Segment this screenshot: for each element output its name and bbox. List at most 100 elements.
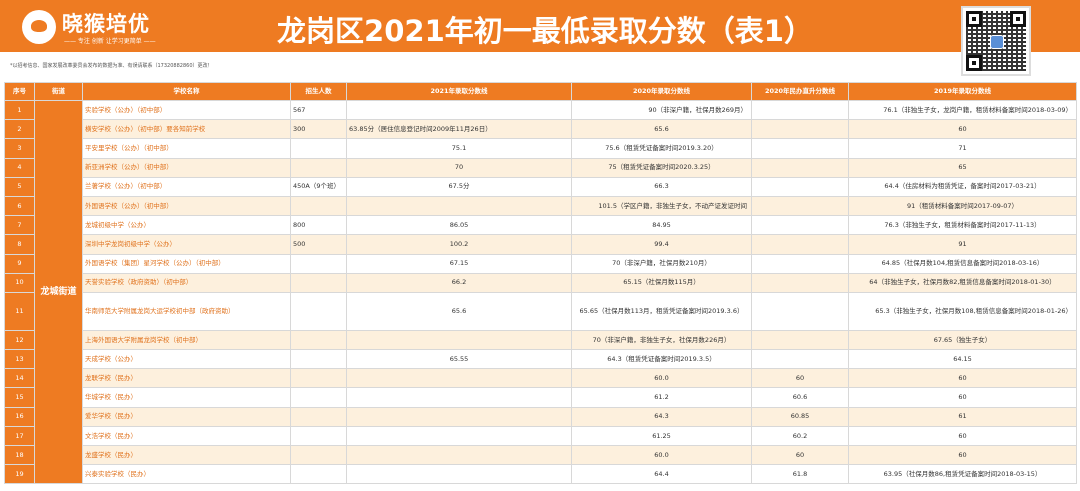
- quota-cell: 567: [290, 99, 347, 121]
- score-2020-private-cell: 60: [751, 368, 849, 389]
- col-header-street: 街道: [34, 82, 83, 101]
- score-2020-private-cell: [751, 215, 849, 236]
- table-row: 16 爱华学校（民办） 64.3 60.85 61: [4, 406, 1077, 427]
- score-2020-cell: 99.4: [571, 234, 752, 255]
- table-row: 13 天成学校（公办） 65.55 64.3（租赁凭证备案时间2019.3.5） 64.…: [4, 349, 1077, 370]
- table-row: 7 龙城初级中学（公办） 800 86.05 84.95 76.3（非独生子女，租赁材料备…: [4, 215, 1077, 236]
- quota-cell: [290, 329, 347, 351]
- score-2020-cell: 61.2: [571, 387, 752, 408]
- col-header-quota: 招生人数: [290, 82, 347, 101]
- score-2021-cell: [346, 464, 572, 485]
- score-2019-cell: 65: [848, 157, 1077, 178]
- score-2020-cell: 61.25: [571, 425, 752, 447]
- qr-code[interactable]: [961, 6, 1031, 76]
- score-2021-cell: 70: [346, 157, 572, 178]
- score-2020-cell: 70（非深户籍，非独生子女，社保月数226月）: [571, 329, 752, 351]
- score-2020-cell: 64.3（租赁凭证备案时间2019.3.5）: [571, 349, 752, 370]
- score-2020-cell: 64.4: [571, 464, 752, 485]
- qr-finder-icon: [966, 11, 982, 27]
- table-row: 1 龙城街道 实验学校（公办）（初中部） 567 90（非深户籍，社保月数269月） 76…: [4, 99, 1077, 485]
- school-name: 外国语学校（公办）（初中部）: [82, 195, 291, 217]
- score-2020-private-cell: 60.85: [751, 406, 849, 427]
- score-2021-cell: [346, 425, 572, 447]
- qr-finder-icon: [966, 55, 982, 71]
- row-number: 5: [4, 176, 35, 197]
- table-row: 12 上海外国语大学附属龙岗学校（初中部） 70（非深户籍，非独生子女，社保月数22…: [4, 329, 1077, 351]
- row-number: 1: [4, 99, 35, 121]
- score-2019-cell: 60: [848, 425, 1077, 447]
- qr-finder-icon: [1010, 11, 1026, 27]
- school-name: 天成学校（公办）: [82, 349, 291, 370]
- score-2019-cell: 60: [848, 368, 1077, 389]
- score-2020-private-cell: [751, 176, 849, 197]
- score-2020-private-cell: [751, 234, 849, 255]
- quota-cell: [290, 349, 347, 370]
- table-row: 9 外国语学校（集团）星河学校（公办）（初中部） 67.15 70（非深户籍，社保月数…: [4, 253, 1077, 274]
- table-row: 15 华城学校（民办） 61.2 60.6 60: [4, 387, 1077, 408]
- quota-cell: [290, 195, 347, 217]
- avatar-icon: [990, 35, 1004, 49]
- score-2020-private-cell: [751, 99, 849, 121]
- col-header-2021: 2021年录取分数线: [346, 82, 572, 101]
- quota-cell: [290, 425, 347, 447]
- quota-cell: [290, 272, 347, 293]
- quota-cell: [290, 157, 347, 178]
- row-number: 4: [4, 157, 35, 178]
- score-2021-cell: [346, 99, 572, 121]
- table-body: 1 龙城街道 实验学校（公办）（初中部） 567 90（非深户籍，社保月数269月） 76…: [4, 99, 1077, 485]
- score-2021-cell: 67.5分: [346, 176, 572, 197]
- quota-cell: 300: [290, 119, 347, 140]
- school-name: 平安里学校（公办）（初中部）: [82, 138, 291, 159]
- table-row: 10 天誉实验学校（政府资助）（初中部） 66.2 65.15（社保月数115月） 64…: [4, 272, 1077, 293]
- table-row: 5 兰著学校（公办）（初中部） 450A（9个班） 67.5分 66.3 64.4（住房材…: [4, 176, 1077, 197]
- score-2019-cell: 60: [848, 119, 1077, 140]
- row-number: 19: [4, 464, 35, 485]
- school-name: 横安学校（公办）（初中部）要各知前学校: [82, 119, 291, 140]
- score-2019-cell: 64.85（社保月数104,租赁信息备案时间2018-03-16）: [848, 253, 1077, 274]
- score-2020-private-cell: 60.6: [751, 387, 849, 408]
- score-2020-private-cell: 60.2: [751, 425, 849, 447]
- school-name: 新亚洲学校（公办）（初中部）: [82, 157, 291, 178]
- row-number: 13: [4, 349, 35, 370]
- score-2020-cell: 75.6（租赁凭证备案时间2019.3.20）: [571, 138, 752, 159]
- row-number: 7: [4, 215, 35, 236]
- row-number: 11: [4, 291, 35, 331]
- school-name: 爱华学校（民办）: [82, 406, 291, 427]
- score-table: 序号 街道 学校名称 招生人数 2021年录取分数线 2020年录取分数线 20…: [4, 82, 1077, 485]
- score-2020-cell: 75（租赁凭证备案时间2020.3.25）: [571, 157, 752, 178]
- col-header-school: 学校名称: [82, 82, 291, 101]
- table-row: 3 平安里学校（公办）（初中部） 75.1 75.6（租赁凭证备案时间2019.3.2…: [4, 138, 1077, 159]
- score-2021-cell: 66.2: [346, 272, 572, 293]
- score-2019-cell: 63.95（社保月数86,租赁凭证备案时间2018-03-15）: [848, 464, 1077, 485]
- score-2021-cell: [346, 406, 572, 427]
- col-header-2019: 2019年录取分数线: [848, 82, 1077, 101]
- table-row: 11 华南师范大学附属龙岗大运学校初中部（政府资助） 65.6 65.65（社保月数1…: [4, 291, 1077, 331]
- score-2021-cell: 65.55: [346, 349, 572, 370]
- col-header-no: 序号: [4, 82, 35, 101]
- brand-slogan: —— 专注 创新 让学习更简单 ——: [64, 38, 156, 45]
- score-2021-cell: [346, 368, 572, 389]
- school-name: 华城学校（民办）: [82, 387, 291, 408]
- score-2020-cell: 66.3: [571, 176, 752, 197]
- score-2021-cell: 75.1: [346, 138, 572, 159]
- school-name: 华南师范大学附属龙岗大运学校初中部（政府资助）: [82, 291, 291, 331]
- school-name: 龙城初级中学（公办）: [82, 215, 291, 236]
- table-row: 4 新亚洲学校（公办）（初中部） 70 75（租赁凭证备案时间2020.3.25） 65: [4, 157, 1077, 178]
- school-name: 外国语学校（集团）星河学校（公办）（初中部）: [82, 253, 291, 274]
- row-number: 3: [4, 138, 35, 159]
- score-2020-private-cell: [751, 349, 849, 370]
- quota-cell: 800: [290, 215, 347, 236]
- school-name: 兰著学校（公办）（初中部）: [82, 176, 291, 197]
- score-2020-cell: 60.0: [571, 368, 752, 389]
- score-2021-cell: 65.6: [346, 291, 572, 331]
- score-2021-cell: 67.15: [346, 253, 572, 274]
- score-2019-cell: 67.65（独生子女）: [848, 329, 1077, 351]
- brand-name: 晓猴培优: [62, 12, 150, 36]
- score-2019-cell: 65.3（非独生子女，社保月数108,租赁信息备案时间2018-01-26）: [848, 291, 1077, 331]
- quota-cell: 500: [290, 234, 347, 255]
- table-row: 2 横安学校（公办）（初中部）要各知前学校 300 63.85分（居住信息登记时间20…: [4, 119, 1077, 140]
- brand-logo[interactable]: 晓猴培优 —— 专注 创新 让学习更简单 ——: [22, 8, 182, 48]
- score-2020-cell: 101.5（学区户籍，非独生子女，不动产证发证时间: [571, 195, 752, 217]
- row-number: 8: [4, 234, 35, 255]
- score-2020-cell: 65.6: [571, 119, 752, 140]
